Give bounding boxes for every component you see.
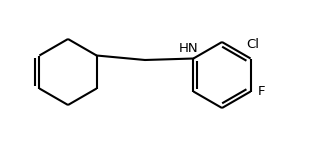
Text: F: F <box>258 85 265 98</box>
Text: HN: HN <box>179 42 198 54</box>
Text: Cl: Cl <box>246 38 259 51</box>
